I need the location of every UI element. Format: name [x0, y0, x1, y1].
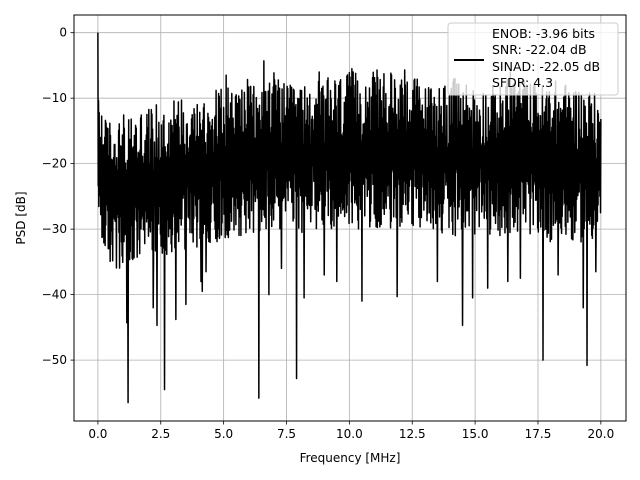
- x-tick-label: 10.0: [336, 427, 363, 441]
- axes-frame: [73, 14, 627, 422]
- y-axis-label: PSD [dB]: [14, 191, 28, 244]
- y-tick-label: −40: [42, 288, 67, 302]
- x-tick-label: 2.5: [151, 427, 170, 441]
- x-tick-label: 7.5: [277, 427, 296, 441]
- y-tick-label: −10: [42, 91, 67, 105]
- psd-series-line: [97, 32, 602, 404]
- legend: ENOB: -3.96 bits SNR: -22.04 dB SINAD: -…: [447, 22, 619, 96]
- x-axis-label: Frequency [MHz]: [300, 451, 401, 465]
- y-tick-label: −20: [42, 157, 67, 171]
- x-tick-label: 17.5: [525, 427, 552, 441]
- legend-entry-enob: ENOB: -3.96 bits: [492, 26, 595, 41]
- y-tick-label: −50: [42, 353, 67, 367]
- y-tick-label: 0: [59, 26, 67, 40]
- x-tick-label: 0.0: [88, 427, 107, 441]
- plot-area: [97, 32, 602, 404]
- y-tick-label: −30: [42, 222, 67, 236]
- legend-entry-snr: SNR: -22.04 dB: [492, 42, 587, 57]
- legend-box: [447, 22, 619, 96]
- x-tick-label: 5.0: [214, 427, 233, 441]
- x-axis: 0.0 2.5 5.0 7.5 10.0 12.5 15.0 17.5 20.0: [88, 421, 614, 441]
- y-axis: 0 −10 −20 −30 −40 −50: [42, 26, 74, 367]
- legend-entry-sfdr: SFDR: 4.3: [492, 75, 553, 90]
- x-tick-label: 20.0: [587, 427, 614, 441]
- x-tick-label: 12.5: [399, 427, 426, 441]
- x-tick-label: 15.0: [462, 427, 489, 441]
- legend-entry-sinad: SINAD: -22.05 dB: [492, 59, 600, 74]
